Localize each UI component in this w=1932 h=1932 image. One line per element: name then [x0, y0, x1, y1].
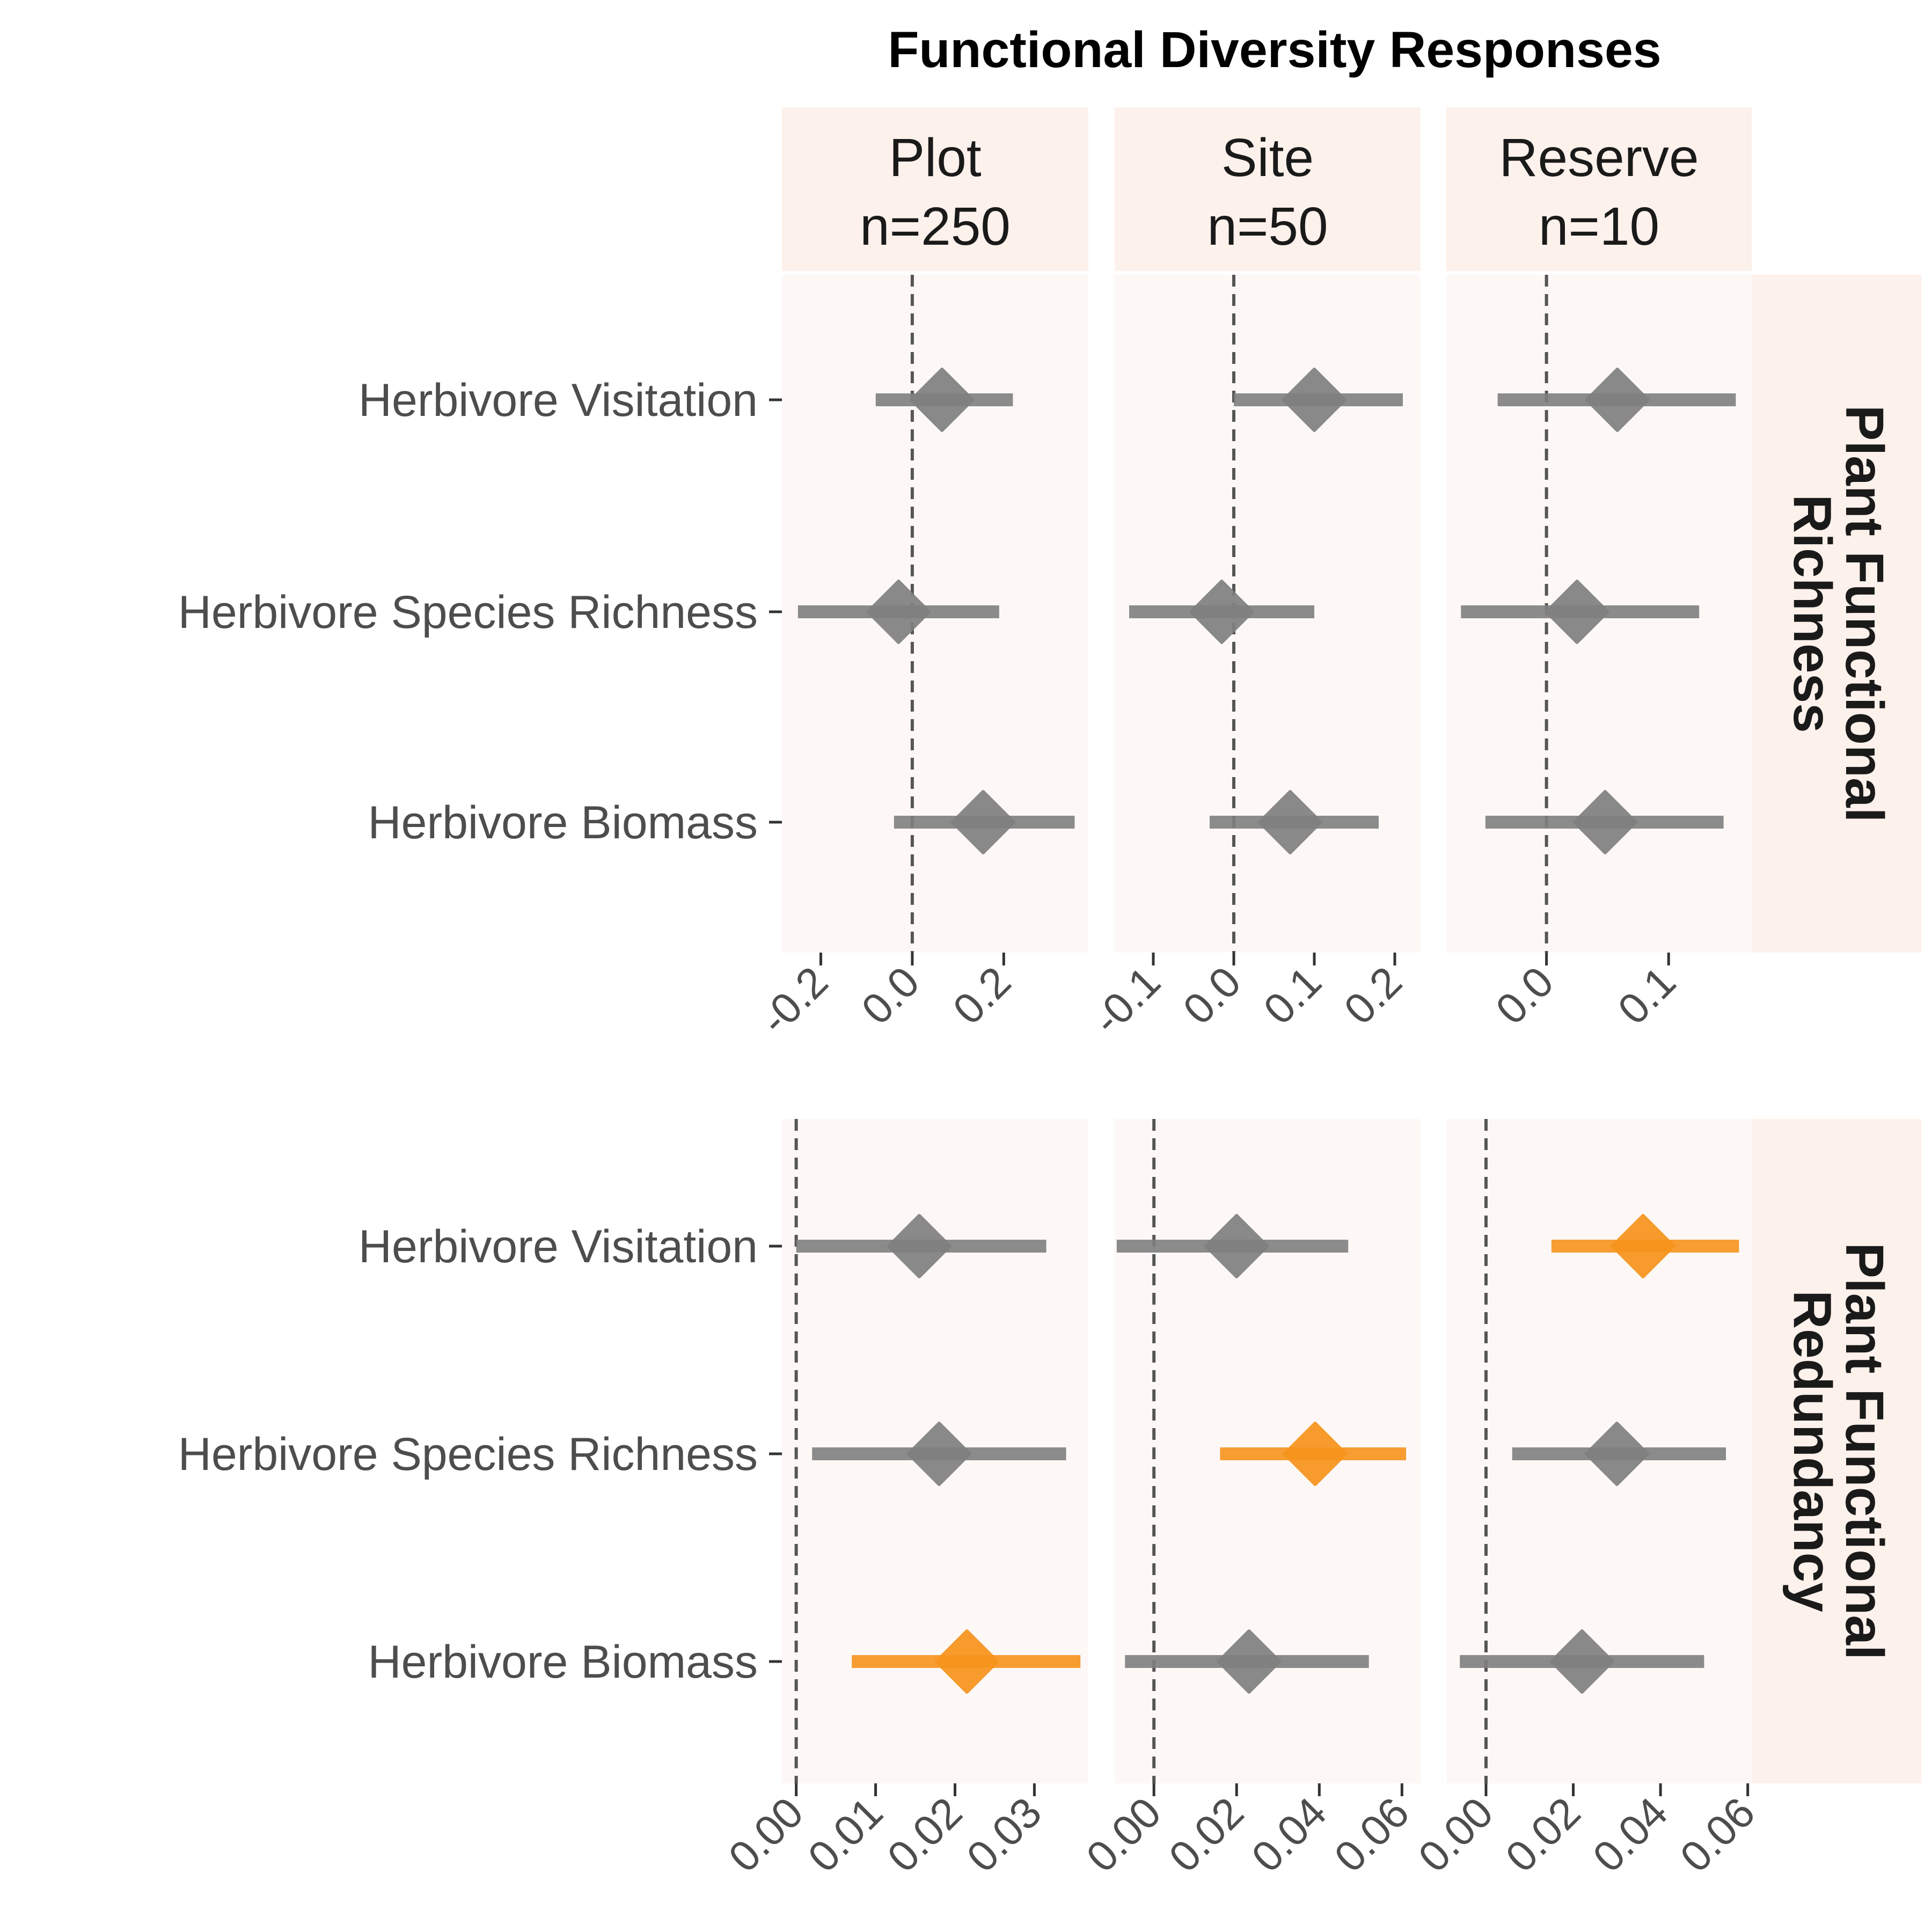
x-tick-label: 0.02 [1497, 1788, 1590, 1881]
point-estimate [1584, 1422, 1649, 1486]
point-estimate [887, 1214, 952, 1278]
category-label: Herbivore Biomass [368, 797, 758, 848]
row-strip [1752, 1119, 1921, 1783]
data-marks [796, 368, 1739, 1694]
category-label: Herbivore Biomass [368, 1636, 758, 1688]
row-strip-label: Richness [1782, 494, 1842, 733]
x-tick-label: -0.2 [751, 957, 837, 1043]
x-tick-label: 0.0 [852, 957, 928, 1034]
column-strip-label: Reserve [1499, 128, 1699, 188]
column-strip-n: n=10 [1539, 196, 1659, 257]
point-estimate [1282, 368, 1346, 432]
x-tick-label: 0.1 [1609, 957, 1685, 1034]
point-estimate [1585, 368, 1650, 432]
x-tick-label: 0.0 [1174, 957, 1250, 1034]
point-estimate [1545, 580, 1609, 644]
x-tick-label: 0.02 [1160, 1788, 1253, 1881]
row-strip [1752, 275, 1921, 953]
x-tick-label: 0.01 [799, 1788, 892, 1881]
column-strip-n: n=50 [1207, 196, 1328, 257]
column-strip-label: Site [1221, 128, 1314, 188]
point-estimate [1258, 790, 1322, 854]
point-estimate [1204, 1214, 1269, 1278]
row-strip-label: Plant Functional [1834, 405, 1894, 823]
panel-backgrounds [782, 275, 1752, 1783]
point-estimate [1283, 1422, 1348, 1486]
x-tick-label: 0.04 [1584, 1788, 1677, 1881]
column-strip-label: Plot [889, 128, 982, 188]
x-tick-label: 0.06 [1325, 1788, 1418, 1881]
point-estimate [934, 1629, 999, 1694]
x-tick-label: 0.00 [1077, 1788, 1170, 1881]
point-estimate [950, 790, 1015, 854]
point-estimate [1611, 1214, 1675, 1278]
x-tick-label: 0.00 [1409, 1788, 1502, 1881]
x-tick-label: 0.0 [1487, 957, 1563, 1034]
point-estimate [1572, 790, 1637, 854]
point-estimate [1189, 580, 1254, 644]
point-estimate [1217, 1629, 1282, 1694]
column-strip [1115, 107, 1421, 271]
point-estimate [906, 1422, 971, 1486]
x-tick-label: -0.1 [1084, 957, 1169, 1043]
column-strip [782, 107, 1088, 271]
x-tick-label: 0.04 [1242, 1788, 1335, 1881]
x-tick-label: 0.02 [878, 1788, 971, 1881]
category-label: Herbivore Species Richness [178, 1429, 758, 1480]
row-strip-label: Redundancy [1782, 1290, 1842, 1612]
x-tick-label: 0.00 [720, 1788, 813, 1881]
x-tick-label: 0.06 [1671, 1788, 1764, 1881]
point-estimate [866, 580, 931, 644]
category-label: Herbivore Visitation [358, 1221, 758, 1272]
point-estimate [910, 368, 975, 432]
x-tick-label: 0.2 [944, 957, 1020, 1034]
x-tick-label: 0.1 [1254, 957, 1330, 1034]
point-estimate [1549, 1629, 1614, 1694]
x-tick-label: 0.2 [1335, 957, 1411, 1034]
x-tick-label: 0.03 [957, 1788, 1050, 1881]
chart-title: Functional Diversity Responses [888, 21, 1661, 78]
column-strip [1446, 107, 1752, 271]
category-label: Herbivore Species Richness [178, 587, 758, 638]
category-label: Herbivore Visitation [358, 375, 758, 426]
row-strip-label: Plant Functional [1834, 1242, 1894, 1660]
facet-strips: Plot n=250 Site n=50 Reserve n=10 Plant Functi… [782, 107, 1921, 1783]
column-strip-n: n=250 [860, 196, 1011, 257]
